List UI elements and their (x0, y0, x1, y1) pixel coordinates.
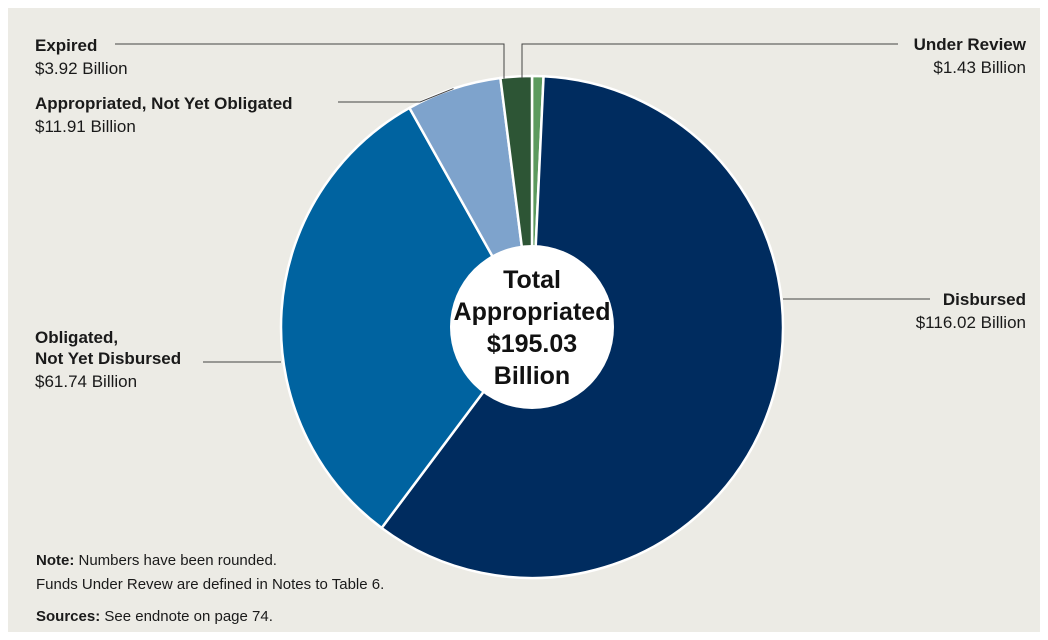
center-total-label: Total Appropriated $195.03 Billion (454, 266, 611, 390)
slice-name-label: Appropriated, Not Yet Obligated (35, 94, 293, 113)
leader-line (338, 88, 454, 103)
note-line-2: Funds Under Revew are defined in Notes t… (36, 576, 385, 593)
pie-slice-obligated-not-yet-disbursed (279, 106, 534, 530)
center-label-line: $195.03 (487, 330, 577, 358)
center-label-line: Appropriated (454, 298, 611, 326)
slice-value-label: $1.43 Billion (933, 58, 1026, 77)
slice-name-label: Under Review (914, 35, 1027, 54)
slice-name-label: Expired (35, 36, 97, 55)
leader-line (521, 43, 898, 79)
note-line-1: Note: Numbers have been rounded. (36, 552, 277, 569)
slice-name-label: Disbursed (943, 290, 1026, 309)
slice-labels: Under Review $1.43 Billion Disbursed $116.0… (35, 35, 1027, 391)
slice-value-label: $3.92 Billion (35, 59, 128, 78)
slice-name-label: Obligated, (35, 328, 118, 347)
center-circle (450, 245, 614, 409)
leader-line (115, 43, 505, 79)
leader-lines (115, 43, 930, 363)
center-label-line: Billion (494, 362, 570, 390)
slice-value-label: $61.74 Billion (35, 372, 137, 391)
slice-name-label: Not Yet Disbursed (35, 349, 181, 368)
slice-value-label: $11.91 Billion (35, 117, 136, 136)
slice-value-label: $116.02 Billion (916, 313, 1026, 332)
center-label-line: Total (503, 266, 561, 294)
sources-line: Sources: See endnote on page 74. (36, 608, 273, 625)
